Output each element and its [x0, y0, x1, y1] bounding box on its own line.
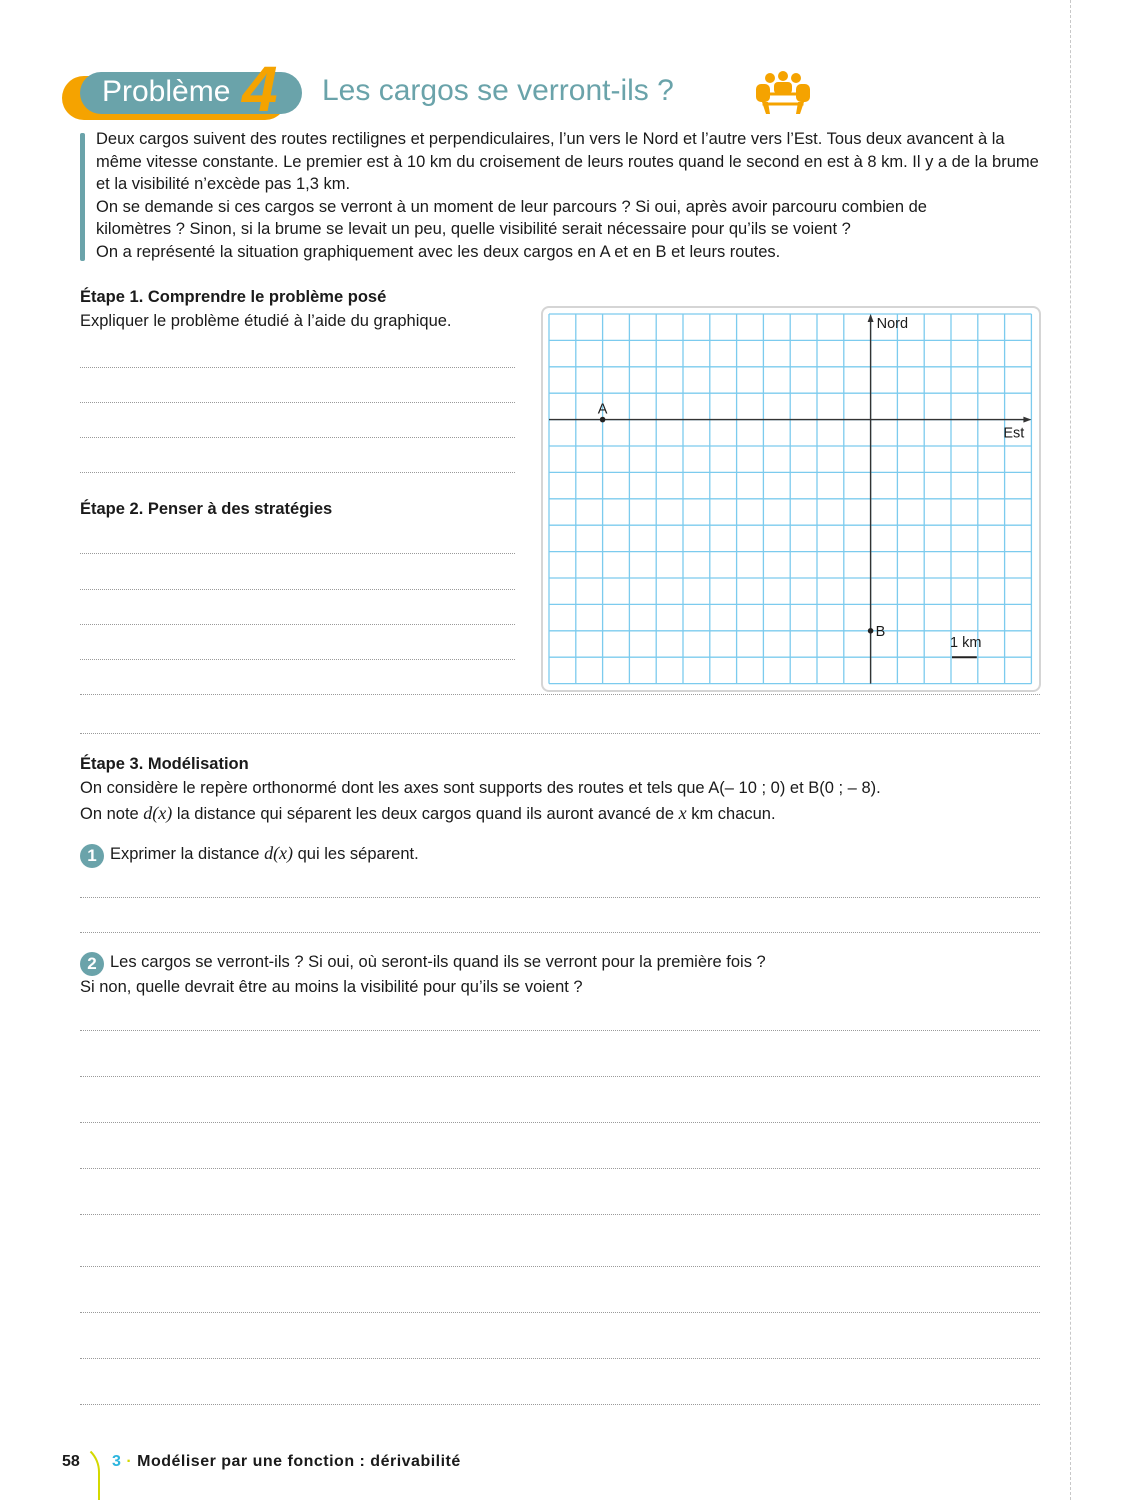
- step1-title: Étape 1. Comprendre le problème posé: [80, 288, 387, 306]
- answer-line[interactable]: [80, 1266, 1040, 1267]
- text: Si non, quelle devrait être au moins la …: [80, 978, 583, 996]
- point-b: [867, 628, 874, 634]
- step1-text: Expliquer le problème étudié à l’aide du…: [80, 312, 452, 330]
- answer-line[interactable]: [80, 437, 515, 438]
- question-1: 1 Exprimer la distance d(x) qui les sépar…: [80, 842, 419, 868]
- north-label: Nord: [877, 316, 908, 332]
- east-arrow-icon: [1023, 416, 1032, 423]
- graph-frame: [541, 306, 1041, 692]
- text: Les cargos se verront-ils ? Si oui, où s…: [110, 953, 766, 971]
- question-number: 1: [80, 844, 104, 868]
- scale-label: 1 km: [950, 635, 981, 651]
- point-b-label: B: [876, 624, 886, 640]
- answer-line[interactable]: [80, 1312, 1040, 1313]
- answer-line[interactable]: [80, 932, 1040, 933]
- answer-line[interactable]: [80, 733, 1040, 734]
- question-2: 2 Les cargos se verront-ils ? Si oui, où …: [80, 951, 766, 999]
- answer-line[interactable]: [80, 897, 1040, 898]
- text: qui les séparent.: [293, 845, 419, 863]
- answer-line[interactable]: [80, 589, 515, 590]
- intro-paragraph: On a représenté la situation graphiqueme…: [96, 242, 781, 261]
- math-var: x: [678, 803, 687, 823]
- step2-title: Étape 2. Penser à des stratégies: [80, 500, 333, 518]
- answer-line[interactable]: [80, 1214, 1040, 1215]
- text: On note: [80, 805, 144, 823]
- chapter-number: 3: [112, 1453, 122, 1470]
- answer-line[interactable]: [80, 1122, 1040, 1123]
- chapter-title: Modéliser par une fonction : dérivabilit…: [137, 1453, 461, 1470]
- answer-line[interactable]: [80, 1168, 1040, 1169]
- answer-line[interactable]: [80, 472, 515, 473]
- text: km chacun.: [686, 805, 776, 823]
- graph: A B Nord Est 1 km: [548, 313, 1033, 685]
- step3-line2: On note d(x) la distance qui séparent le…: [80, 802, 776, 826]
- group-work-icon: [756, 71, 810, 114]
- question-number: 2: [80, 952, 104, 976]
- badge-label: Problème: [102, 75, 231, 108]
- math-var: d(x): [143, 803, 173, 823]
- answer-line[interactable]: [80, 367, 515, 368]
- answer-line[interactable]: [80, 553, 515, 554]
- answer-line[interactable]: [80, 624, 515, 625]
- page-title: Les cargos se verront-ils ?: [322, 74, 674, 107]
- point-a-label: A: [598, 402, 608, 418]
- answer-line[interactable]: [80, 1404, 1040, 1405]
- chapter-footer: 3 · Modéliser par une fonction : dérivab…: [112, 1453, 461, 1470]
- math-var: d(x): [264, 843, 294, 863]
- step3-line1: On considère le repère orthonormé dont l…: [80, 779, 881, 797]
- step3-title: Étape 3. Modélisation: [80, 755, 249, 773]
- intro-paragraph: On se demande si ces cargos se verront à…: [96, 197, 927, 239]
- answer-line[interactable]: [80, 694, 1040, 695]
- text: la distance qui séparent les deux cargos…: [172, 805, 679, 823]
- answer-line[interactable]: [80, 659, 515, 660]
- answer-line[interactable]: [80, 1076, 1040, 1077]
- answer-line[interactable]: [80, 1030, 1040, 1031]
- problem-badge: Problème 4: [62, 53, 302, 125]
- footer-curve: [62, 1442, 100, 1500]
- north-arrow-icon: [867, 314, 874, 322]
- intro-bar: [80, 133, 85, 261]
- badge-number: 4: [242, 53, 278, 125]
- intro-paragraph: Deux cargos suivent des routes rectilign…: [96, 130, 1039, 193]
- point-a: [599, 416, 606, 423]
- intro-text: Deux cargos suivent des routes rectilign…: [96, 128, 1046, 263]
- margin-line: [1070, 0, 1071, 1500]
- answer-line[interactable]: [80, 1358, 1040, 1359]
- answer-line[interactable]: [80, 402, 515, 403]
- text: Exprimer la distance: [110, 845, 265, 863]
- east-label: Est: [1003, 426, 1024, 442]
